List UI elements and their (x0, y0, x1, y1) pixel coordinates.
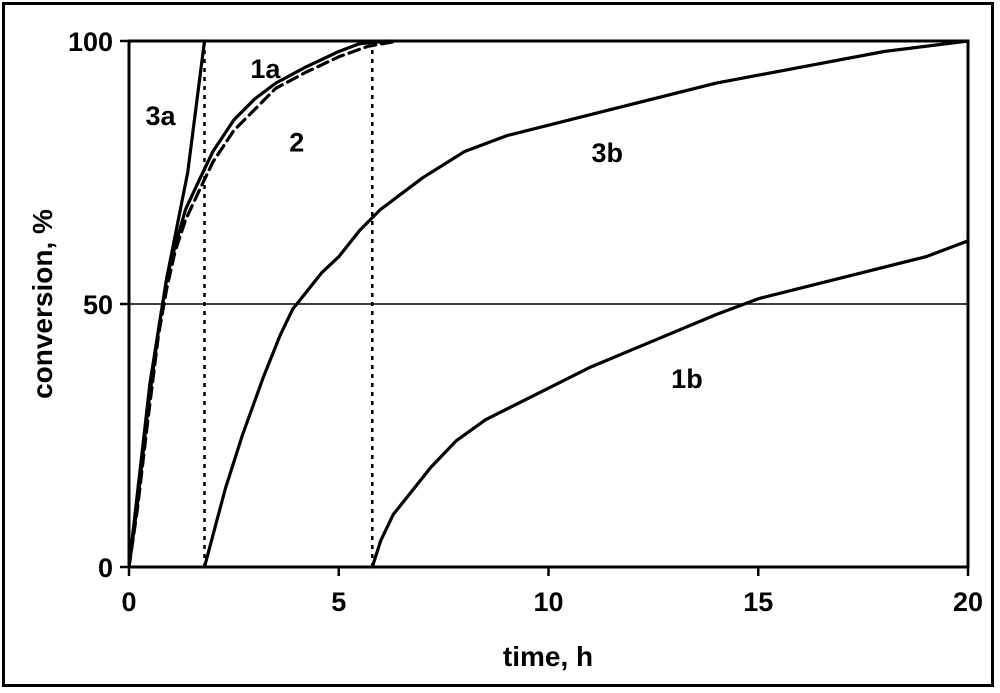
marker-layer (203, 41, 374, 567)
series-layer (127, 39, 970, 569)
label-layer: 3a 1a 2 3b 1b (145, 54, 702, 394)
x-tick-label-10: 10 (533, 587, 563, 617)
curve-label-3b: 3b (591, 138, 623, 168)
curve-label-1a: 1a (250, 54, 281, 84)
x-tick-label-15: 15 (743, 587, 773, 617)
series-line-3b (202, 39, 970, 569)
y-axis-title: conversion, % (27, 209, 58, 399)
series-line-1b (370, 239, 970, 569)
curve-label-1b: 1b (671, 364, 703, 394)
y-tick-label-0: 0 (98, 553, 113, 583)
curve-label-2: 2 (289, 127, 304, 157)
x-tick-label-0: 0 (121, 587, 136, 617)
series-line-2 (127, 39, 400, 569)
x-tick-label-5: 5 (331, 587, 346, 617)
x-tick-label-20: 20 (953, 587, 983, 617)
y-tick-label-100: 100 (68, 27, 113, 57)
tick-layer: 0 5 10 15 20 0 50 100 (68, 27, 983, 617)
x-axis-title: time, h (503, 641, 593, 672)
curve-label-3a: 3a (145, 101, 176, 131)
y-tick-label-50: 50 (83, 290, 113, 320)
